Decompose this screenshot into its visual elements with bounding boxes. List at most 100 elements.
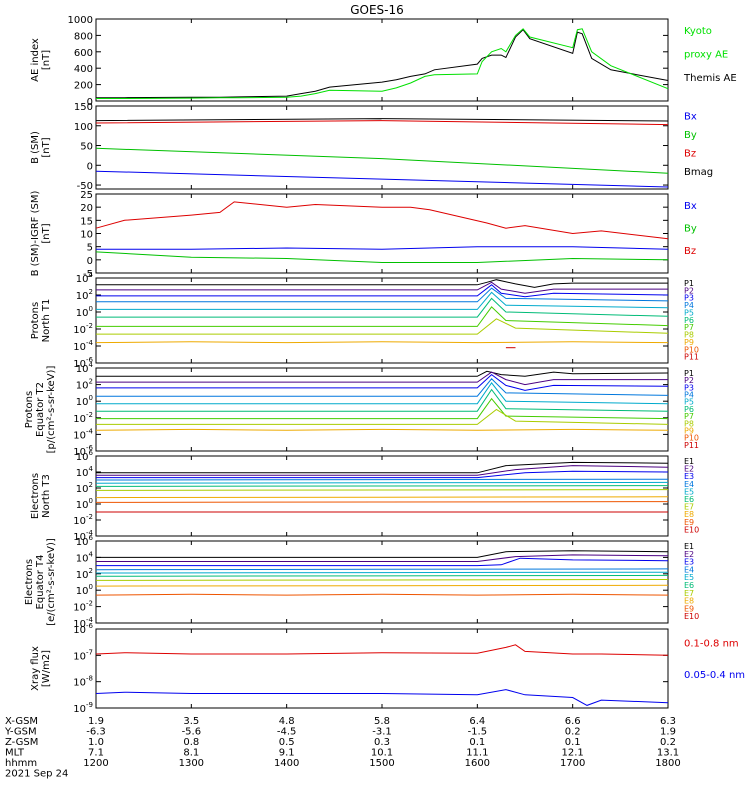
legend-entry: P4 [684,301,694,310]
y-tick-label: 102 [76,378,93,392]
series-kyoto-proxy-ae [96,28,669,99]
orbit-table: X-GSM 1.9 3.5 4.8 5.8 6.4 6.6 6.3 Y-GSM -6.3 -5.6 -… [4,716,681,780]
y-tick-label: 10-6 [73,622,93,636]
orbit-value: 10.1 [371,748,393,759]
y-tick-label: 10 [80,230,93,241]
y-tick-label: 0 [87,256,93,267]
date-label: 2021 Sep 24 [5,769,68,780]
series-p6 [96,388,669,412]
chart-title: GOES-16 [350,3,404,17]
orbit-value: 5.8 [374,716,390,727]
y-tick-label: 100 [76,305,93,319]
series-bx [96,246,669,250]
series-e1 [96,461,669,474]
legend-entry: P8 [684,419,694,428]
legend-entry: E7 [684,589,694,598]
y-tick-label: 10-4 [73,427,93,441]
legend-entry: proxy AE [684,49,728,60]
y-axis-label: Protons [30,302,41,339]
series-e5 [95,481,669,484]
legend-entry: Bx [684,112,697,123]
orbit-value: -1.5 [468,727,488,738]
series-bz [95,201,669,240]
legend: Bx By Bz [684,201,697,257]
legend-entry: E8 [684,510,694,519]
orbit-value: 1800 [655,758,680,769]
panel-xray: 10-6 10-7 10-8 10-9 Xray flux [W/m2] 0.1-0.8 n… [30,622,745,715]
y-tick-label: 10-8 [73,675,93,689]
series-e3 [96,470,669,479]
legend-entry: E6 [684,495,694,504]
series-p4 [96,287,669,303]
y-axis-label: [W/m2] [41,650,52,687]
y-tick-label: 800 [74,31,93,42]
series-p7 [96,306,669,327]
legend-entry: E7 [684,503,694,512]
panel-ae: 0 200 400 600 800 1000 AE index [nT] Kyoto proxy … [30,15,737,108]
legend-entry: E2 [684,465,694,474]
series-bmag [95,118,669,122]
y-tick-label: 10-2 [73,600,93,614]
series-p8 [96,318,669,335]
y-axis-label: [e/(cm²-s-sr-keV)] [46,538,57,626]
series-e1 [96,550,669,558]
orbit-value: 6.4 [469,716,485,727]
orbit-value: 0.8 [183,737,199,748]
y-axis-label: [p/(cm²-s-sr-keV)] [46,366,57,454]
orbit-value: 1500 [369,758,394,769]
y-tick-label: -5 [83,269,93,280]
series-e6 [95,485,669,487]
series-p8 [96,408,669,425]
legend-entry: Bz [684,148,696,159]
legend-entry: E5 [684,487,694,496]
orbit-value: 0.1 [469,737,485,748]
y-axis-label: AE index [30,38,41,82]
series-p7 [96,397,669,420]
y-tick-label: 10-2 [73,513,93,527]
legend-entry: P6 [684,405,694,414]
legend-entry: Bx [684,201,697,212]
legend-entry: E10 [684,525,699,534]
series-p3 [96,373,669,391]
y-tick-label: 100 [74,122,93,133]
legend-entry: P11 [684,441,699,450]
legend-entry: E8 [684,597,694,606]
legend: Kyoto proxy AE Themis AE [683,26,737,84]
series-by [95,147,669,174]
y-tick-label: 100 [76,583,93,597]
series-e4 [95,478,669,481]
orbit-value: 0.2 [565,727,581,738]
series-e7 [95,579,669,581]
orbit-value: 0.5 [279,737,295,748]
legend: Bx By Bz Bmag [684,112,713,178]
series-0.1-0.8-nm [95,644,669,656]
legend-entry: Themis AE [683,73,737,84]
y-tick-label: 200 [74,81,93,92]
y-axis-label: Xray flux [30,646,41,691]
legend-entry: P6 [684,316,694,325]
series-e6 [95,574,669,577]
orbit-value: 9.1 [279,748,295,759]
legend: 0.1-0.8 nm 0.05-0.4 nm [684,638,745,681]
y-tick-label: 25 [80,190,93,201]
y-axis-label: Electrons [30,473,41,519]
series-e7 [95,489,669,491]
series-0.05-0.4-nm [95,689,669,706]
y-tick-label: 104 [76,465,94,479]
orbit-value: 1400 [274,758,299,769]
y-tick-label: 0 [87,97,93,108]
series-p2 [96,371,668,386]
series-p4 [96,378,669,397]
y-axis-label: Equator T4 [35,555,46,610]
legend-entry: P1 [684,369,694,378]
y-axis-label: North T1 [41,299,52,343]
orbit-value: -4.5 [277,727,297,738]
y-tick-label: 104 [76,271,94,285]
orbit-value: 1600 [465,758,490,769]
legend-entry: E9 [684,604,694,613]
legend-entry: E2 [684,550,694,559]
y-tick-label: 50 [80,142,93,153]
